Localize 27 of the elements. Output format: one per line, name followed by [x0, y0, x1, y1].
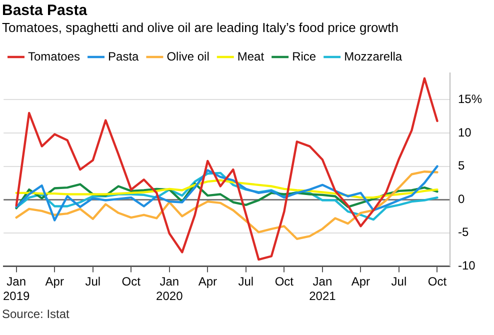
x-tick-label: Jan 2021 — [309, 274, 336, 304]
x-tick-label: Jul — [238, 274, 254, 289]
chart-title: Basta Pasta — [2, 2, 88, 19]
x-tick-label: Apr — [351, 274, 370, 289]
legend-label: Pasta — [108, 49, 140, 64]
x-tick-label: Apr — [45, 274, 64, 289]
x-tick-label: Oct — [122, 274, 142, 289]
x-tick-label: Oct — [428, 274, 448, 289]
legend-label: Meat — [237, 49, 265, 64]
x-tick-label: Jul — [85, 274, 101, 289]
y-tick-label: 5 — [458, 158, 465, 173]
legend-label: Tomatoes — [28, 49, 80, 64]
y-tick-label: 15% — [458, 92, 482, 106]
legend-label: Olive oil — [166, 49, 210, 64]
x-tick-label: Jan 2020 — [156, 274, 184, 304]
x-tick-label: Jan 2019 — [2, 274, 30, 304]
source-note: Source: Istat — [2, 307, 70, 321]
x-tick-label: Oct — [274, 274, 294, 289]
x-tick-label: Apr — [198, 274, 217, 289]
legend-label: Mozzarella — [344, 49, 402, 64]
y-tick-label: 10 — [458, 125, 472, 140]
y-tick-label: 0 — [458, 192, 465, 206]
chart-subtitle: Tomatoes, spaghetti and olive oil are leading Italy’s food price growth — [2, 20, 400, 35]
legend-label: Rice — [292, 49, 316, 64]
y-tick-label: -5 — [458, 225, 469, 240]
x-tick-label: Jul — [391, 274, 407, 289]
y-tick-label: -10 — [458, 258, 476, 273]
